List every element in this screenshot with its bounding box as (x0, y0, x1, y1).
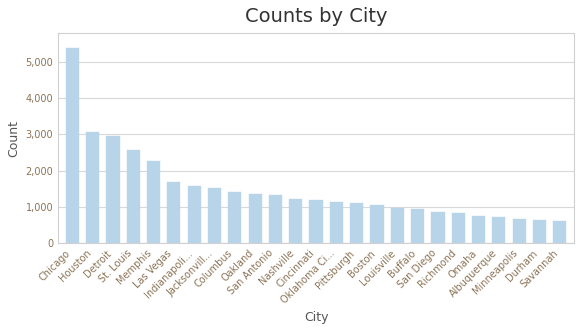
Bar (371, 205, 383, 243)
Bar (289, 199, 302, 243)
Bar (512, 219, 526, 243)
Bar (127, 150, 140, 243)
Bar (431, 212, 444, 243)
Bar (269, 195, 282, 243)
Bar (391, 208, 404, 243)
Bar (66, 48, 79, 243)
Bar (86, 132, 99, 243)
Bar (472, 216, 485, 243)
Bar (167, 182, 181, 243)
Bar (492, 217, 505, 243)
Bar (208, 188, 221, 243)
Bar (350, 203, 363, 243)
Bar (147, 161, 160, 243)
Bar (188, 186, 201, 243)
Bar (310, 201, 322, 243)
Y-axis label: Count: Count (7, 119, 20, 157)
Bar (106, 136, 120, 243)
Bar (533, 220, 546, 243)
Bar (411, 209, 424, 243)
Bar (330, 202, 343, 243)
Bar (451, 213, 465, 243)
Bar (553, 221, 566, 243)
Bar (228, 192, 242, 243)
Bar (249, 194, 262, 243)
Title: Counts by City: Counts by City (245, 7, 388, 26)
X-axis label: City: City (304, 311, 328, 324)
